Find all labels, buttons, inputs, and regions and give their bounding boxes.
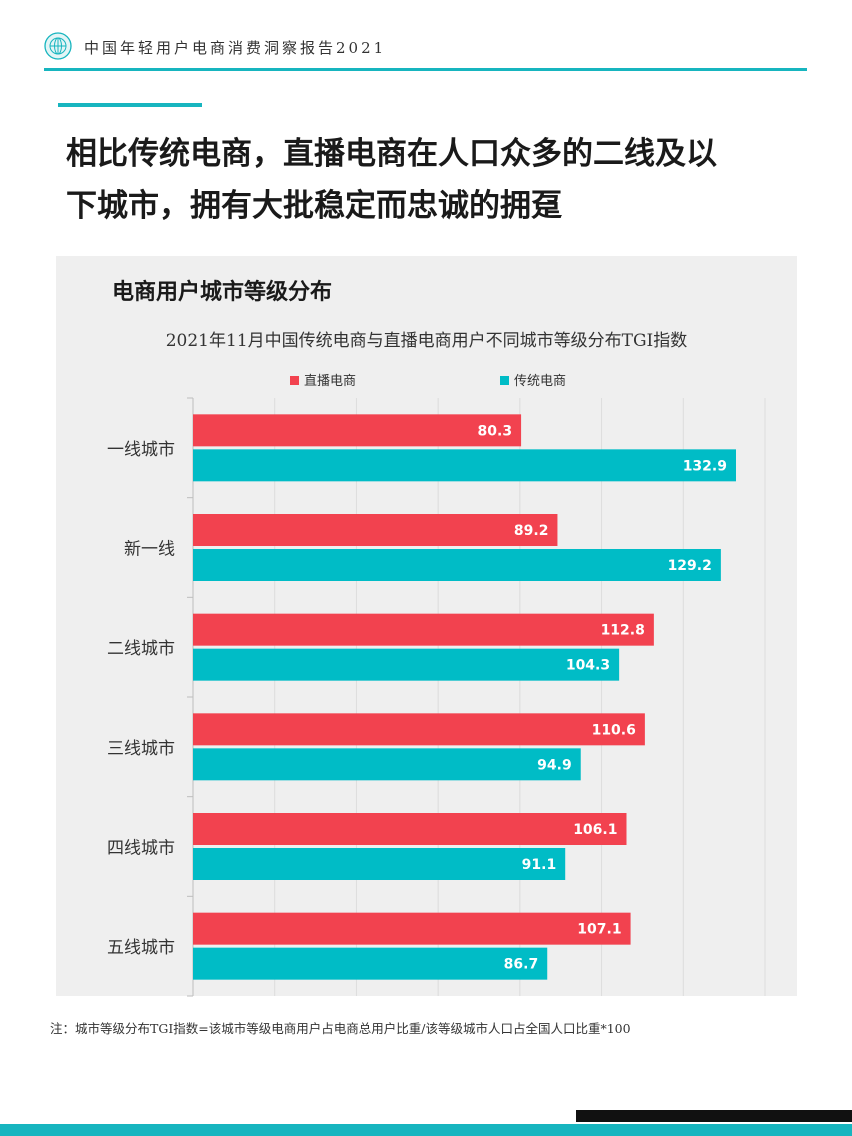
- footer-teal-bar: [0, 1124, 852, 1136]
- data-label: 107.1: [577, 922, 621, 938]
- footer-black-bar: [576, 1110, 852, 1122]
- bar-live: [193, 414, 522, 447]
- footnote: 注：城市等级分布TGI指数=该城市等级电商用户占电商总用户比重/该等级城市人口占…: [50, 1021, 631, 1036]
- globe-logo-icon: [44, 32, 72, 60]
- data-label: 112.8: [601, 623, 645, 639]
- data-label: 106.1: [573, 822, 617, 838]
- data-label: 89.2: [514, 523, 549, 539]
- legend-swatch-live: [290, 376, 299, 385]
- bar-live: [193, 613, 654, 646]
- bar-traditional: [193, 449, 736, 482]
- headline: 相比传统电商，直播电商在人口众多的二线及以 下城市，拥有大批稳定而忠诚的拥趸: [66, 128, 816, 232]
- category-label: 二线城市: [107, 639, 175, 659]
- bar-live: [193, 713, 645, 746]
- category-label: 一线城市: [107, 440, 175, 460]
- data-label: 94.9: [537, 757, 572, 773]
- data-label: 104.3: [566, 658, 610, 674]
- bar-live: [193, 514, 558, 546]
- header-divider: [44, 68, 807, 71]
- category-label: 新一线: [124, 540, 175, 560]
- category-label: 四线城市: [107, 839, 175, 859]
- legend-item-traditional: 传统电商: [500, 370, 566, 389]
- bar-traditional: [193, 748, 581, 781]
- data-label: 110.6: [592, 722, 636, 738]
- data-label: 129.2: [668, 558, 712, 574]
- headline-line-1: 相比传统电商，直播电商在人口众多的二线及以: [66, 136, 717, 172]
- legend-label-traditional: 传统电商: [514, 374, 567, 389]
- data-label: 86.7: [504, 957, 539, 973]
- bar-traditional: [193, 648, 620, 681]
- category-label: 五线城市: [107, 938, 175, 958]
- report-header: 中国年轻用户电商消费洞察报告2021: [44, 32, 807, 71]
- bar-traditional: [193, 947, 548, 980]
- chart-subtitle: 2021年11月中国传统电商与直播电商用户不同城市等级分布TGI指数: [165, 331, 688, 351]
- data-label: 80.3: [478, 423, 513, 439]
- legend-item-live: 直播电商: [290, 370, 356, 389]
- bar-traditional: [193, 549, 721, 581]
- bar-traditional: [193, 848, 566, 880]
- data-label: 132.9: [683, 458, 727, 474]
- bar-live: [193, 813, 627, 845]
- chart-title: 电商用户城市等级分布: [112, 280, 333, 305]
- category-label: 三线城市: [107, 739, 175, 759]
- report-title: 中国年轻用户电商消费洞察报告2021: [84, 39, 387, 57]
- headline-line-2: 下城市，拥有大批稳定而忠诚的拥趸: [66, 188, 562, 224]
- legend-label-live: 直播电商: [304, 374, 357, 389]
- bar-live: [193, 912, 631, 945]
- data-label: 91.1: [522, 857, 557, 873]
- legend-swatch-traditional: [500, 376, 509, 385]
- headline-accent-bar: [58, 103, 202, 107]
